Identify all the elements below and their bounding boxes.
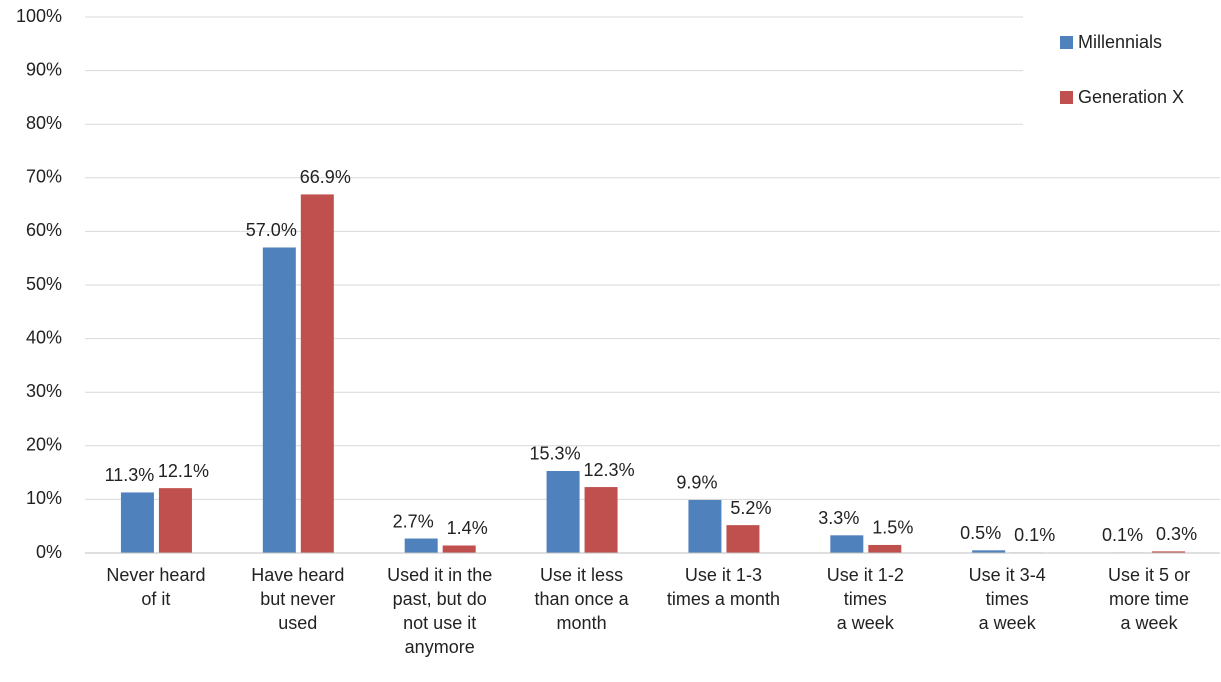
legend-swatch — [1060, 36, 1073, 49]
bar — [584, 487, 618, 553]
legend-label: Millennials — [1078, 32, 1162, 52]
value-label: 3.3% — [818, 508, 859, 528]
bar — [404, 538, 438, 553]
y-tick-label: 90% — [26, 59, 62, 79]
y-tick-label: 20% — [26, 435, 62, 455]
value-label: 66.9% — [300, 167, 351, 187]
x-tick-label: Use it 1-2 times a week — [826, 565, 904, 633]
bar — [262, 247, 296, 554]
value-label: 0.1% — [1102, 525, 1143, 545]
bar — [546, 470, 580, 553]
value-label: 5.2% — [730, 498, 771, 518]
x-tick-label: Use it less than once a month — [534, 565, 629, 633]
value-label: 57.0% — [246, 220, 297, 240]
y-tick-label: 40% — [26, 327, 62, 347]
value-label: 2.7% — [393, 511, 434, 531]
value-label: 0.1% — [1014, 525, 1055, 545]
x-tick-label: Have heard but never used — [251, 565, 345, 633]
legend-box — [1023, 14, 1221, 126]
bar — [688, 499, 722, 553]
y-tick-label: 60% — [26, 220, 62, 240]
value-label: 11.3% — [105, 465, 155, 485]
x-tick-label: Never heard of it — [106, 565, 206, 609]
bar — [158, 488, 192, 553]
value-label: 15.3% — [530, 444, 581, 464]
value-label: 0.5% — [960, 523, 1001, 543]
bar — [120, 492, 154, 553]
x-tick-label: Use it 1-3 times a month — [666, 565, 780, 609]
bar — [442, 545, 476, 553]
value-label: 1.4% — [447, 518, 488, 538]
bar — [972, 550, 1006, 553]
y-tick-label: 70% — [26, 167, 62, 187]
bar — [830, 535, 864, 553]
x-tick-label: Used it in the past, but do not use it a… — [387, 565, 493, 657]
bar — [868, 544, 902, 553]
x-tick-label: Use it 3-4 times a week — [968, 565, 1046, 633]
bar — [1152, 551, 1186, 553]
y-tick-label: 50% — [26, 274, 62, 294]
value-label: 9.9% — [676, 473, 717, 493]
value-label: 0.3% — [1156, 524, 1197, 544]
legend-swatch — [1060, 91, 1073, 104]
value-label: 1.5% — [872, 518, 913, 538]
value-label: 12.3% — [584, 460, 635, 480]
y-tick-label: 80% — [26, 113, 62, 133]
x-tick-label: Use it 5 or more time a week — [1108, 565, 1191, 633]
legend-label: Generation X — [1078, 87, 1184, 107]
y-tick-label: 0% — [36, 542, 62, 562]
bar — [726, 525, 760, 553]
value-label: 12.1% — [158, 461, 209, 481]
bar — [300, 194, 334, 553]
y-tick-label: 10% — [26, 488, 62, 508]
y-tick-label: 100% — [16, 6, 62, 26]
y-tick-label: 30% — [26, 381, 62, 401]
